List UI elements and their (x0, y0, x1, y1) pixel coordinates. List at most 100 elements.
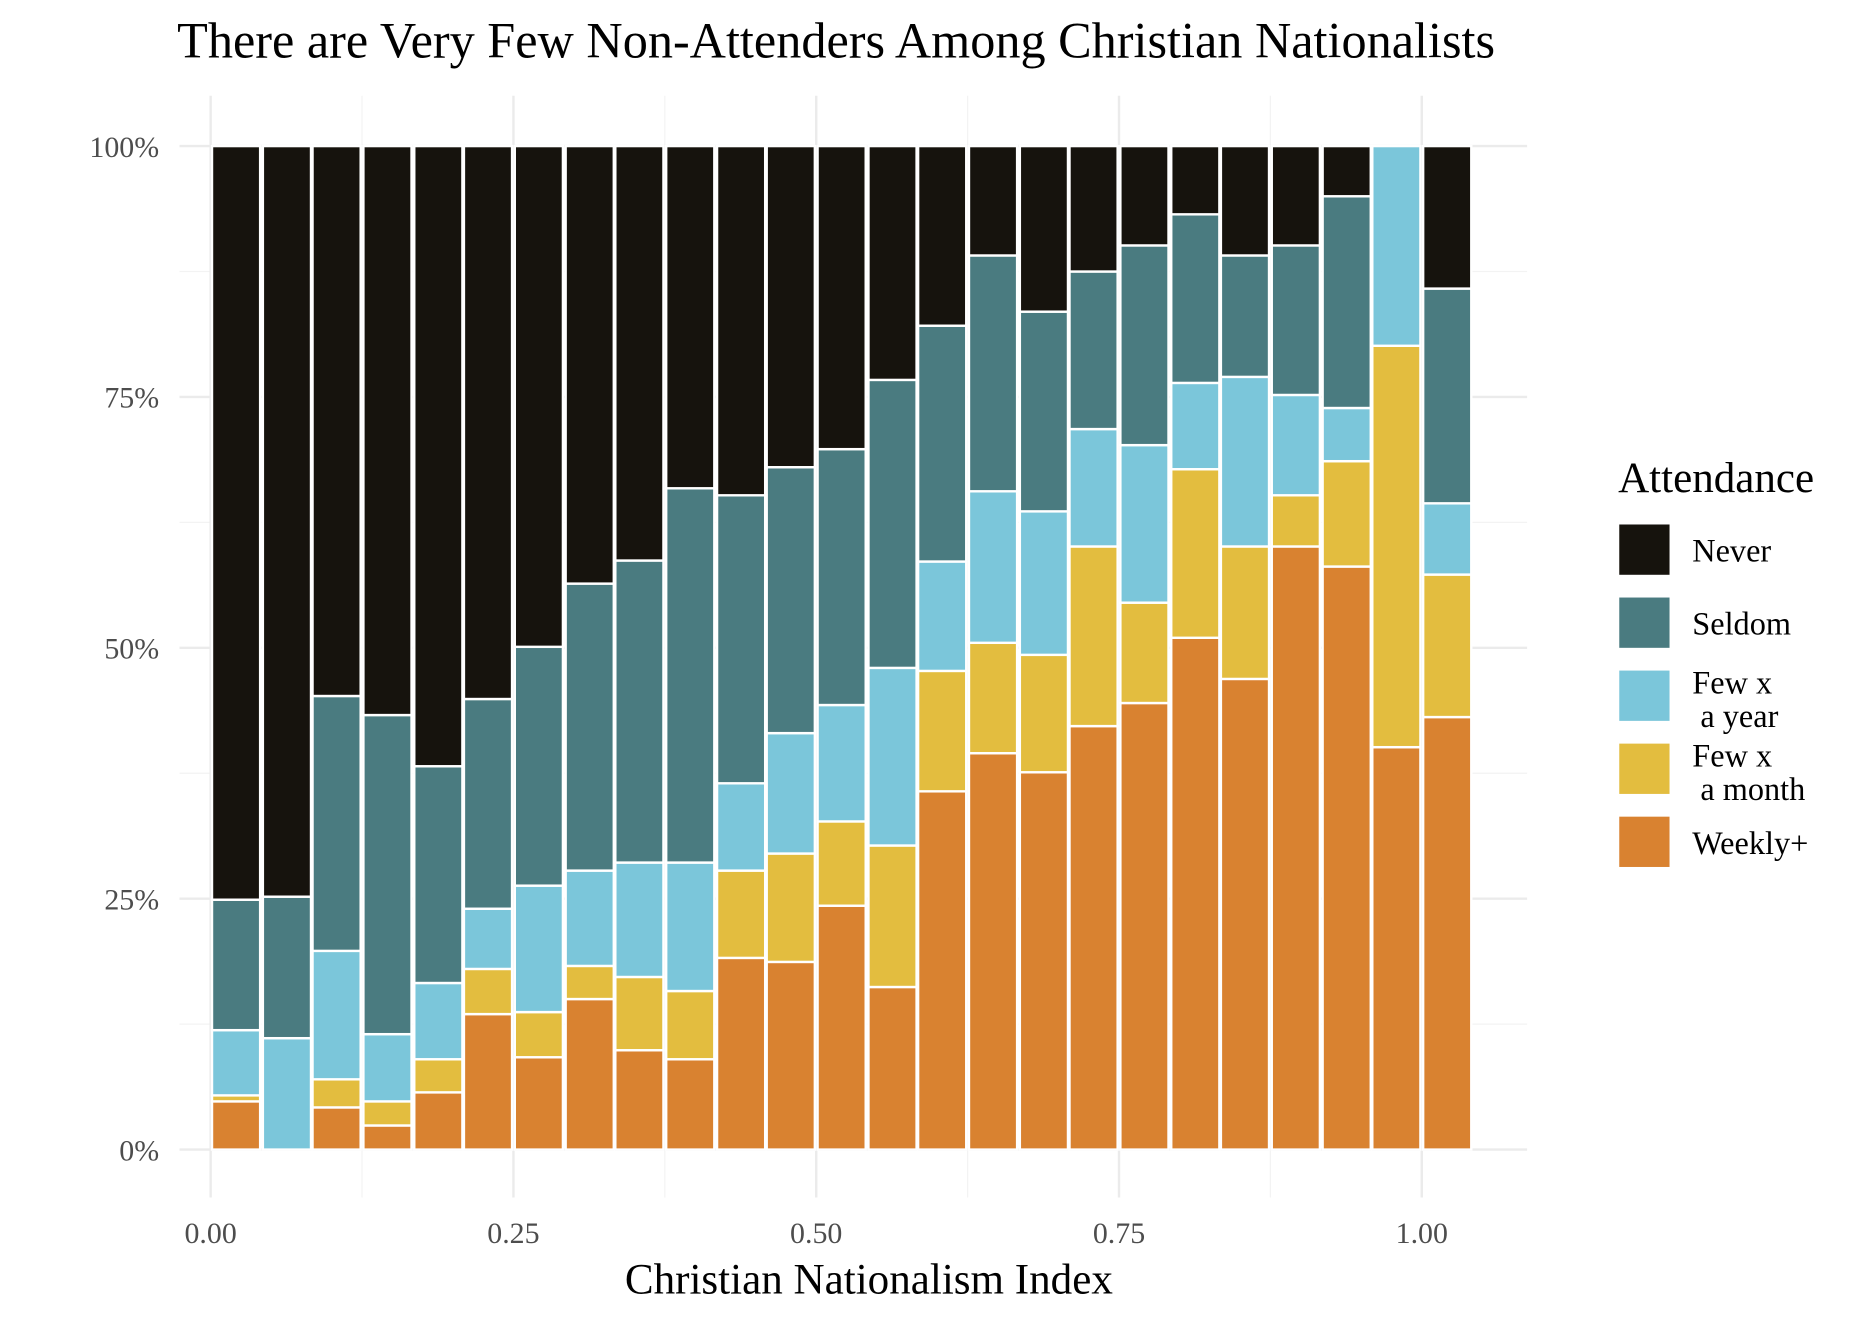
legend-key (1616, 595, 1672, 651)
bar-segment-few-x-a-month (967, 641, 1019, 755)
bar-segment-weekly+ (462, 1012, 514, 1151)
bar-segment-few-x-a-year (261, 1036, 313, 1151)
bar-segment-never (1068, 144, 1119, 273)
legend-label: Never (1692, 533, 1771, 569)
bar-segment-few-x-a-year (1321, 406, 1372, 463)
bar-segment-few-x-a-month (1068, 545, 1119, 728)
bar-segment-few-x-a-year (715, 782, 767, 872)
y-axis-ticks: 0% 25% 50% 75% 100% (89, 131, 159, 1167)
legend-label-line: a year (1692, 698, 1778, 734)
bar-segment-never (413, 144, 464, 768)
bar-segment-few-x-a-month (1321, 459, 1372, 568)
bar-segment-few-x-a-year (916, 560, 968, 673)
bar-segment-weekly+ (311, 1106, 362, 1151)
bar-segment-weekly+ (210, 1100, 262, 1151)
bar-segment-seldom (816, 447, 867, 707)
bar-segment-seldom (765, 466, 817, 735)
bar-segment-few-x-a-year (362, 1032, 413, 1103)
legend-key (1616, 668, 1672, 724)
bar-segment-few-x-a-year (210, 1028, 262, 1097)
bar-segment-never (462, 144, 514, 701)
bars (210, 144, 1473, 1151)
bar-segment-few-x-a-year (564, 869, 615, 968)
y-tick-label: 50% (104, 633, 159, 666)
bar-segment-weekly+ (1371, 745, 1422, 1151)
bar-segment-never (816, 144, 867, 451)
bar-segment-never (1270, 144, 1322, 247)
bar-segment-never (916, 144, 968, 327)
bar-segment-never (513, 144, 565, 649)
bar-segment-weekly+ (564, 997, 615, 1151)
chart-title: There are Very Few Non-Attenders Among C… (177, 12, 1495, 68)
bar-segment-few-x-a-year (816, 703, 867, 823)
bar-segment-few-x-a-month (513, 1010, 565, 1059)
bar-segment-few-x-a-month (1270, 494, 1322, 548)
legend-label-line: Few x (1692, 664, 1772, 700)
bar-segment-seldom (1018, 310, 1070, 513)
bar-segment-seldom (261, 895, 313, 1040)
bar-segment-seldom (362, 713, 413, 1036)
bar-segment-seldom (413, 765, 464, 985)
bar-segment-weekly+ (1219, 677, 1271, 1151)
bar-segment-seldom (564, 582, 615, 872)
bar-segment-never (665, 144, 716, 490)
bar-segment-weekly+ (765, 960, 817, 1151)
legend-title: Attendance (1618, 455, 1814, 502)
bar-segment-few-x-a-month (1421, 573, 1473, 719)
bar-segment-weekly+ (1321, 565, 1372, 1151)
bar-segment-never (362, 144, 413, 717)
bar-segment-seldom (311, 694, 362, 953)
bar-segment-never (967, 144, 1019, 257)
x-tick-label: 0.75 (1093, 1217, 1145, 1250)
bar-segment-few-x-a-year (311, 949, 362, 1081)
bar-segment-few-x-a-month (715, 869, 767, 960)
legend-label-line: Weekly+ (1692, 825, 1808, 861)
legend-label-line: Seldom (1692, 606, 1791, 642)
bar-segment-few-x-a-year (665, 861, 716, 993)
bar-segment-few-x-a-month (1018, 653, 1070, 774)
bar-segment-seldom (462, 697, 514, 910)
legend-key (1616, 741, 1672, 797)
bar-segment-few-x-a-month (816, 820, 867, 907)
bar-segment-weekly+ (1068, 724, 1119, 1151)
bar-segment-weekly+ (614, 1049, 665, 1151)
bar-segment-few-x-a-year (765, 731, 817, 855)
bar-segment-few-x-a-year (462, 907, 514, 971)
bar-segment-seldom (916, 324, 968, 563)
bar-segment-few-x-a-month (311, 1078, 362, 1109)
bar-segment-seldom (1170, 213, 1221, 385)
bar-segment-weekly+ (362, 1124, 413, 1151)
legend-label-line: Few x (1692, 737, 1772, 773)
bar-segment-weekly+ (1018, 771, 1070, 1151)
bar-segment-seldom (967, 254, 1019, 493)
legend-key (1616, 814, 1672, 870)
legend-label: Few x a month (1692, 737, 1805, 807)
bar-segment-few-x-a-year (1018, 510, 1070, 657)
bar-segment-never (765, 144, 817, 469)
bar-segment-few-x-a-year (1170, 381, 1221, 471)
bar-segment-weekly+ (1119, 701, 1170, 1151)
bar-segment-never (210, 144, 262, 901)
legend-label-line: a month (1692, 771, 1805, 807)
bar-segment-few-x-a-month (614, 975, 665, 1052)
bar-segment-seldom (867, 378, 918, 670)
bar-segment-few-x-a-year (1119, 443, 1170, 604)
bar-segment-never (311, 144, 362, 698)
bar-segment-weekly+ (513, 1056, 565, 1151)
bar-segment-seldom (1321, 195, 1372, 410)
bar-segment-few-x-a-month (1371, 344, 1422, 749)
x-axis-ticks: 0.00 0.25 0.50 0.75 1.00 (184, 1217, 1447, 1250)
bar-segment-few-x-a-month (916, 669, 968, 793)
bar-segment-weekly+ (916, 790, 968, 1151)
bar-segment-never (1321, 144, 1372, 198)
bar-segment-never (564, 144, 615, 585)
bar-segment-seldom (513, 645, 565, 887)
bar-segment-seldom (1270, 244, 1322, 397)
bar-segment-few-x-a-month (462, 967, 514, 1016)
bar-segment-few-x-a-month (665, 989, 716, 1061)
legend-label: Seldom (1692, 606, 1791, 642)
bar-segment-weekly+ (967, 751, 1019, 1151)
bar-segment-few-x-a-month (413, 1058, 464, 1094)
